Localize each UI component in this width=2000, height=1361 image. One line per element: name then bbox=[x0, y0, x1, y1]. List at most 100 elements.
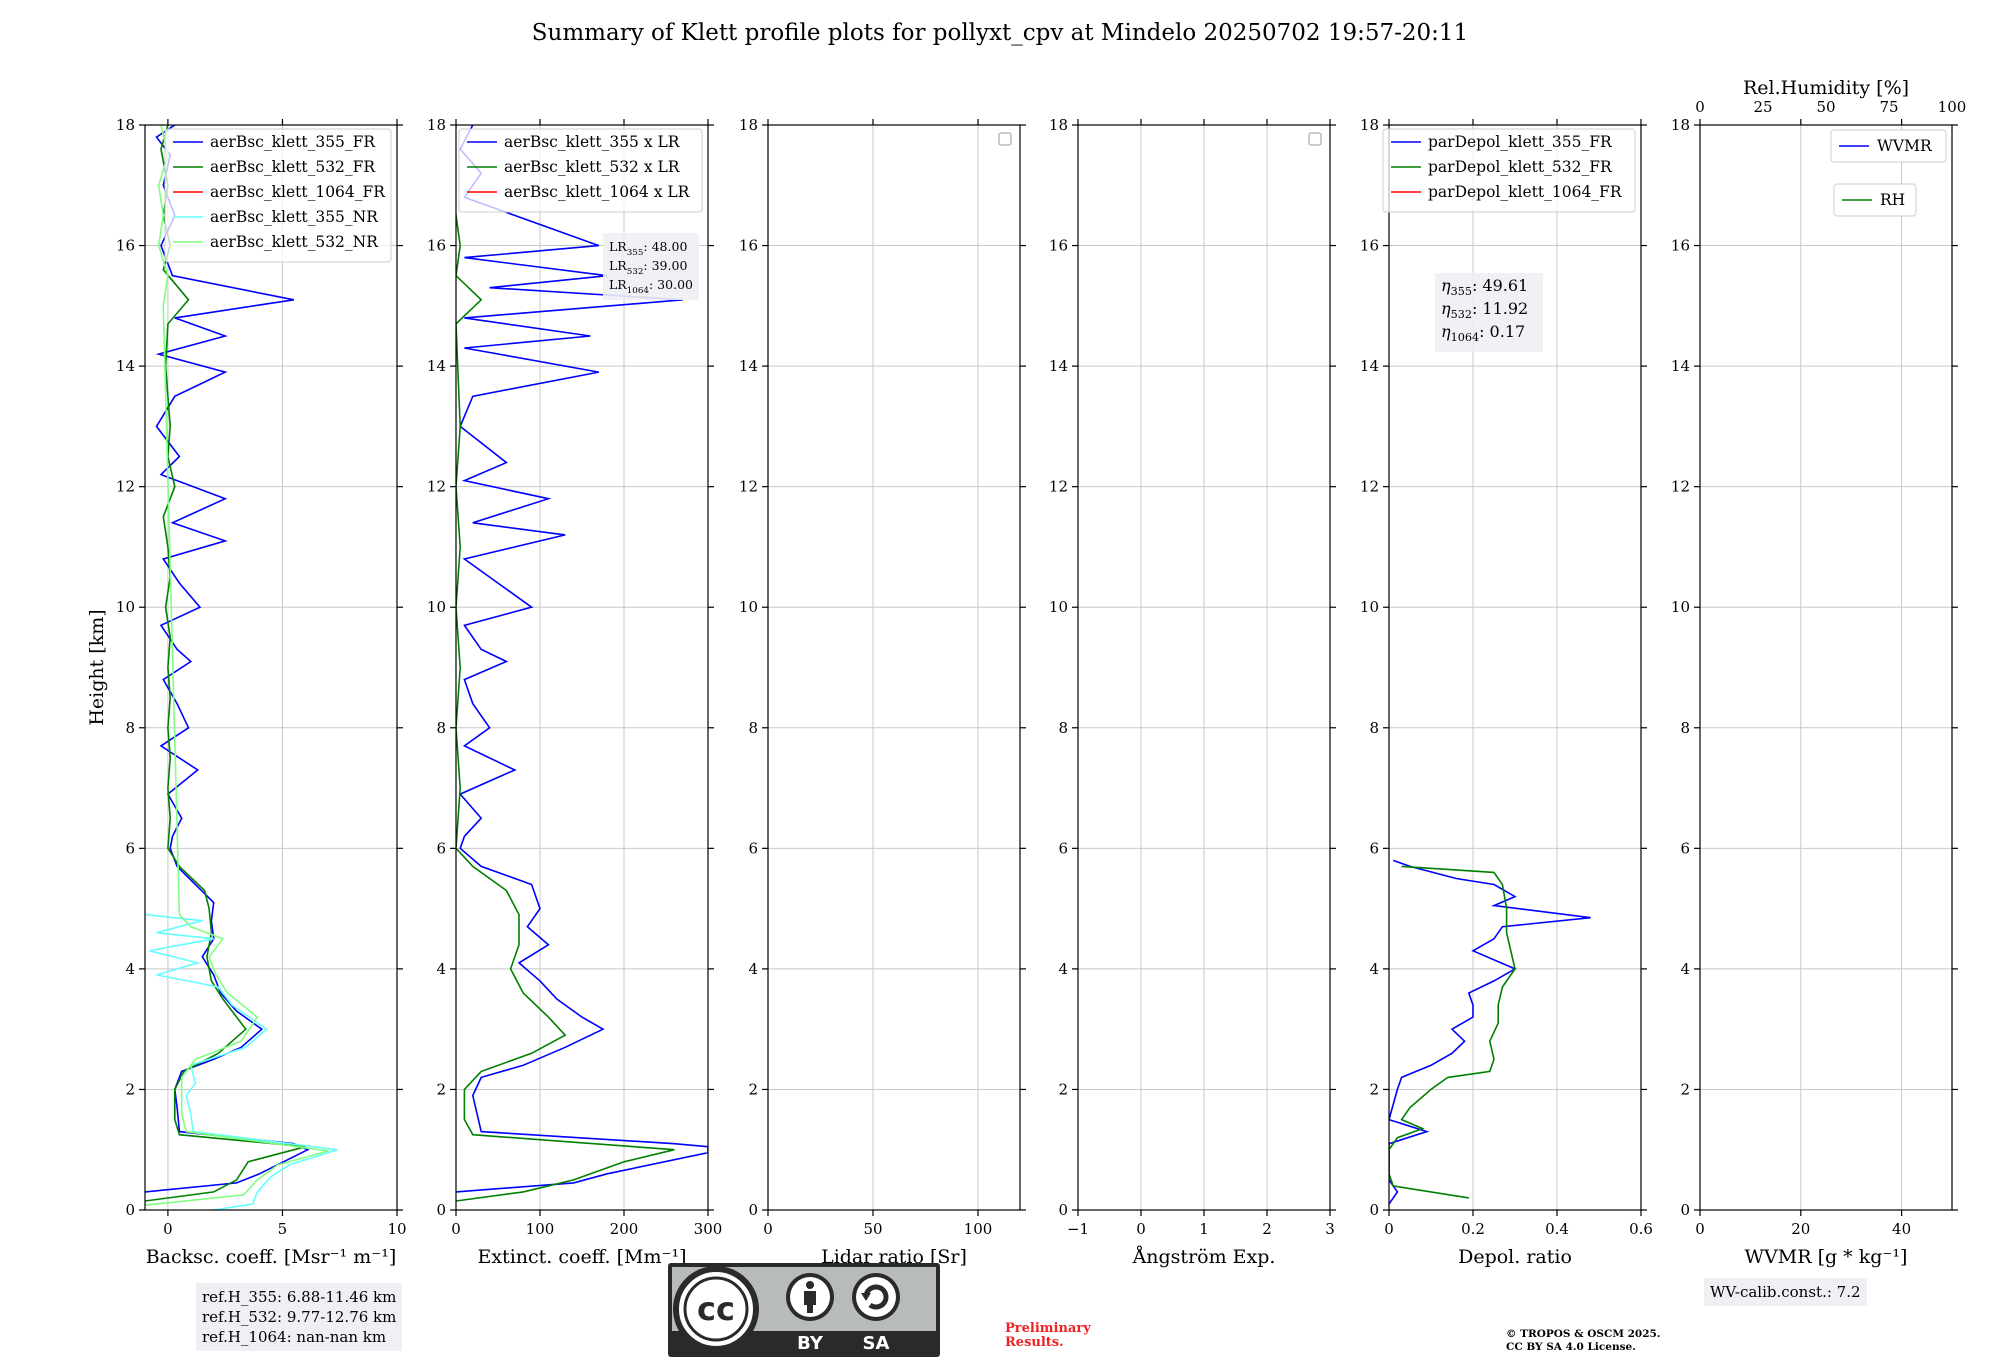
y-tick-label: 12 bbox=[1671, 478, 1690, 496]
figure-title: Summary of Klett profile plots for polly… bbox=[531, 20, 1469, 46]
x-axis-label: Ångström Exp. bbox=[1132, 1246, 1276, 1268]
legend-entry: aerBsc_klett_355 x LR bbox=[504, 133, 681, 151]
legend-entry: aerBsc_klett_532_FR bbox=[210, 158, 376, 176]
annotation-line: LR532: 39.00 bbox=[609, 258, 687, 277]
x-tick-label: 40 bbox=[1892, 1220, 1911, 1238]
legend-entry: aerBsc_klett_532_NR bbox=[210, 233, 379, 251]
top-tick-label: 100 bbox=[1938, 98, 1967, 116]
annotation-box bbox=[603, 233, 699, 300]
y-tick-label: 16 bbox=[1360, 237, 1379, 255]
axes-frame bbox=[144, 124, 398, 1211]
y-tick-label: 8 bbox=[436, 719, 446, 737]
y-tick-label: 14 bbox=[1360, 357, 1379, 375]
y-tick-label: 10 bbox=[1360, 598, 1379, 616]
y-tick-label: 2 bbox=[1058, 1080, 1068, 1098]
series-line-aerBsc_klett_355_NR bbox=[145, 913, 338, 1210]
y-tick-label: 0 bbox=[436, 1201, 446, 1219]
y-tick-label: 4 bbox=[748, 960, 758, 978]
x-axis-label: Backsc. coeff. [Msr⁻¹ m⁻¹] bbox=[146, 1246, 397, 1268]
preliminary-line-2: Results. bbox=[1005, 1335, 1064, 1350]
panel-2: 0 2 4 6 8 10 12 14 16 18 0 100 200 300 Extinct. coeff.… bbox=[427, 116, 722, 1268]
series-line-aerBsc_klett_532 x LR bbox=[456, 125, 675, 1202]
y-tick-label: 14 bbox=[1049, 357, 1068, 375]
y-tick-label: 14 bbox=[739, 357, 758, 375]
y-tick-label: 2 bbox=[1680, 1080, 1690, 1098]
annotation-line: LR355: 48.00 bbox=[609, 239, 687, 258]
legend-entry: WVMR bbox=[1877, 137, 1933, 155]
x-tick-label: 5 bbox=[278, 1220, 288, 1238]
annotation-line: η355: 49.61 bbox=[1441, 276, 1528, 298]
x-tick-label: 100 bbox=[964, 1220, 993, 1238]
y-axis-label: Height [km] bbox=[86, 609, 108, 725]
legend-entry: aerBsc_klett_355_NR bbox=[210, 208, 379, 226]
panel-1: 0 2 4 6 8 10 12 14 16 18 0 5 10 Backsc. coeff. [Msr⁻¹… bbox=[86, 116, 407, 1268]
x-tick-label: −1 bbox=[1067, 1220, 1089, 1238]
x-tick-label: 0 bbox=[763, 1220, 773, 1238]
ref-height-1064: ref.H_1064: nan-nan km bbox=[202, 1328, 387, 1346]
preliminary-note: Preliminary Results. bbox=[1005, 1322, 1091, 1350]
y-tick-label: 18 bbox=[1360, 116, 1379, 134]
y-tick-label: 0 bbox=[1058, 1201, 1068, 1219]
x-tick-label: 0 bbox=[1384, 1220, 1394, 1238]
y-tick-label: 18 bbox=[1671, 116, 1690, 134]
legend-box bbox=[1382, 128, 1636, 213]
x-tick-label: 0.6 bbox=[1629, 1220, 1653, 1238]
by-label: BY bbox=[797, 1333, 824, 1354]
y-tick-label: 0 bbox=[748, 1201, 758, 1219]
x-tick-label: 0 bbox=[1695, 1220, 1705, 1238]
y-tick-label: 18 bbox=[427, 116, 446, 134]
axes-frame bbox=[1699, 124, 1953, 1211]
y-tick-label: 16 bbox=[739, 237, 758, 255]
panel-5: 0 2 4 6 8 10 12 14 16 18 0 0.2 0.4 0.6 Depol. ratio par… bbox=[1360, 116, 1653, 1268]
top-tick-label: 0 bbox=[1695, 98, 1705, 116]
x-tick-label: 0 bbox=[1136, 1220, 1146, 1238]
ref-height-532: ref.H_532: 9.77-12.76 km bbox=[202, 1308, 397, 1326]
x-tick-label: 300 bbox=[694, 1220, 723, 1238]
x-tick-label: 0 bbox=[163, 1220, 173, 1238]
series-group bbox=[456, 125, 708, 1202]
legend-box bbox=[1830, 129, 1947, 163]
y-tick-label: 10 bbox=[116, 598, 135, 616]
series-line-aerBsc_klett_355_FR bbox=[145, 125, 310, 1193]
y-tick-label: 10 bbox=[1049, 598, 1068, 616]
empty-legend-box bbox=[998, 132, 1012, 146]
legend-box bbox=[458, 128, 703, 213]
y-tick-label: 14 bbox=[1671, 357, 1690, 375]
x-tick-label: 100 bbox=[526, 1220, 555, 1238]
legend-box bbox=[164, 128, 392, 263]
x-tick-label: 50 bbox=[863, 1220, 882, 1238]
y-tick-label: 2 bbox=[436, 1080, 446, 1098]
copyright-line-1: © TROPOS & OSCM 2025. bbox=[1506, 1328, 1661, 1340]
y-tick-label: 12 bbox=[427, 478, 446, 496]
annotation-line: η532: 11.92 bbox=[1441, 299, 1528, 321]
cc-license-badge: cc BY SA bbox=[668, 1263, 940, 1357]
y-tick-label: 2 bbox=[1369, 1080, 1379, 1098]
x-tick-label: 20 bbox=[1791, 1220, 1810, 1238]
y-tick-label: 4 bbox=[436, 960, 446, 978]
series-line-aerBsc_klett_355 x LR bbox=[456, 125, 708, 1193]
series-group bbox=[145, 125, 338, 1210]
y-tick-label: 0 bbox=[1680, 1201, 1690, 1219]
x-tick-label: 200 bbox=[610, 1220, 639, 1238]
series-line-aerBsc_klett_532_FR bbox=[145, 125, 306, 1202]
y-tick-label: 18 bbox=[739, 116, 758, 134]
y-tick-label: 4 bbox=[1680, 960, 1690, 978]
y-tick-label: 8 bbox=[748, 719, 758, 737]
cc-letters: cc bbox=[697, 1290, 735, 1328]
x-axis-label: WVMR [g * kg⁻¹] bbox=[1745, 1246, 1908, 1268]
y-tick-label: 6 bbox=[1058, 839, 1068, 857]
y-tick-label: 16 bbox=[427, 237, 446, 255]
x-tick-label: 0 bbox=[451, 1220, 461, 1238]
y-tick-label: 6 bbox=[1369, 839, 1379, 857]
legend-entry: aerBsc_klett_355_FR bbox=[210, 133, 376, 151]
panel-6: 0 2 4 6 8 10 12 14 16 18 0 20 40 WVMR [g * kg⁻¹] 0 25 50… bbox=[1671, 77, 1966, 1268]
y-tick-label: 12 bbox=[739, 478, 758, 496]
y-tick-label: 4 bbox=[1058, 960, 1068, 978]
x-axis-label: Lidar ratio [Sr] bbox=[821, 1246, 967, 1268]
y-tick-label: 8 bbox=[1058, 719, 1068, 737]
y-tick-label: 12 bbox=[1360, 478, 1379, 496]
annotation-box bbox=[1435, 273, 1543, 352]
series-line-aerBsc_klett_532_NR bbox=[145, 125, 329, 1206]
legend-entry: parDepol_klett_532_FR bbox=[1428, 158, 1613, 176]
